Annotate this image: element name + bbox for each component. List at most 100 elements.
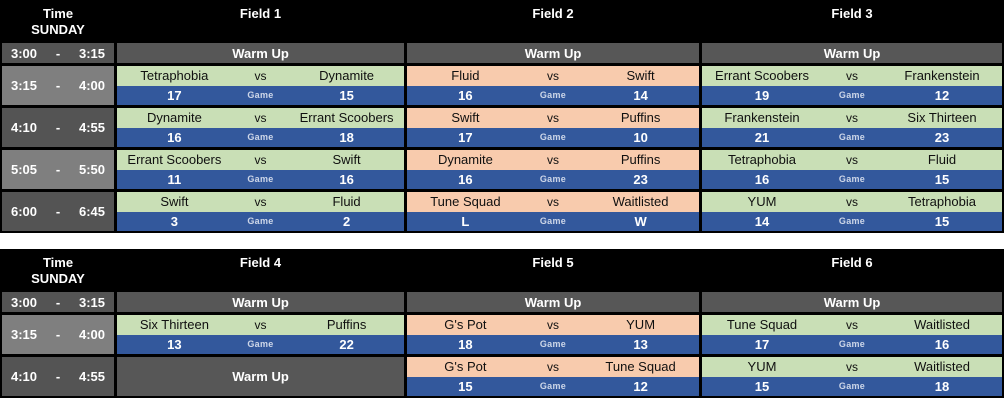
team2-name: Swift <box>332 152 361 168</box>
score-band: 16 Game 15 <box>702 169 1002 189</box>
match-cell: Frankenstein vs Six Thirteen 21 Game 23 <box>702 108 1002 147</box>
vs-label: vs <box>546 110 559 125</box>
time-start: 6:00 <box>11 204 38 219</box>
team1-name: Tune Squad <box>726 317 798 333</box>
team2-score: 13 <box>633 336 648 352</box>
team2-score: 15 <box>934 171 950 187</box>
score-band: 16 Game 23 <box>407 169 699 189</box>
matchup-band: Errant Scoobers vs Frankenstein <box>702 66 1002 86</box>
team1-score: 15 <box>754 378 770 394</box>
score-band: 17 Game 16 <box>702 334 1002 354</box>
game-label: Game <box>539 90 567 101</box>
team2-score: 16 <box>339 171 354 187</box>
warmup-label: Warm Up <box>823 45 881 61</box>
vs-label: vs <box>254 317 267 332</box>
matchup-band: G's Pot vs Tune Squad <box>407 357 699 377</box>
field-header-label: Field 5 <box>532 255 574 270</box>
time-end: 3:15 <box>78 294 105 310</box>
timeslot-cell: 4:10 - 4:55 <box>2 357 114 396</box>
time-end: 4:00 <box>78 78 105 93</box>
match-cell: G's Pot vs Tune Squad 15 Game 12 <box>407 357 699 396</box>
team2-score: 14 <box>633 87 648 103</box>
matchup-band: YUM vs Tetraphobia <box>702 192 1002 212</box>
team2-name: Swift <box>626 68 655 84</box>
time-dash: - <box>55 162 61 177</box>
matchup-band: Tetraphobia vs Dynamite <box>117 66 404 86</box>
time-dash: - <box>55 294 61 310</box>
field-header: Field 1 <box>117 2 404 40</box>
day-header-label: SUNDAY <box>31 22 85 37</box>
field-header: Field 6 <box>702 251 1002 289</box>
warmup-label: Warm Up <box>524 45 582 61</box>
team2-name: Waitlisted <box>914 317 970 333</box>
vs-label: vs <box>846 152 858 167</box>
match-cell: Swift vs Puffins 17 Game 10 <box>407 108 699 147</box>
warmup-cell: Warm Up <box>117 43 404 63</box>
matchup-band: Tune Squad vs Waitlisted <box>702 315 1002 335</box>
team2-score: 18 <box>339 129 354 145</box>
team2-name: Waitlisted <box>914 359 970 375</box>
vs-label: vs <box>846 194 858 209</box>
team2-score: 12 <box>633 378 648 394</box>
game-label: Game <box>247 132 274 143</box>
vs-label: vs <box>546 317 559 332</box>
team1-score: L <box>461 213 470 229</box>
timeslot-cell: 3:00 - 3:15 <box>2 43 114 63</box>
match-cell: Errant Scoobers vs Swift 11 Game 16 <box>117 150 404 189</box>
score-band: 16 Game 14 <box>407 85 699 105</box>
game-label: Game <box>539 132 567 143</box>
team2-name: Tune Squad <box>605 359 676 375</box>
timeslot-cell: 3:15 - 4:00 <box>2 66 114 105</box>
team1-score: 11 <box>167 171 182 187</box>
game-label: Game <box>838 174 866 185</box>
team1-score: 21 <box>754 129 770 145</box>
time-end: 3:15 <box>78 45 105 61</box>
team1-name: Tune Squad <box>430 194 501 210</box>
team1-name: G's Pot <box>444 359 487 375</box>
matchup-band: Swift vs Puffins <box>407 108 699 128</box>
warmup-cell: Warm Up <box>702 43 1002 63</box>
matchup-band: Swift vs Fluid <box>117 192 404 212</box>
time-start: 3:15 <box>11 327 38 342</box>
score-band: 13 Game 22 <box>117 334 404 354</box>
time-header-label: Time <box>42 255 74 270</box>
team1-name: YUM <box>747 194 777 210</box>
match-cell: Tune Squad vs Waitlisted 17 Game 16 <box>702 315 1002 354</box>
warmup-label: Warm Up <box>524 294 582 310</box>
vs-label: vs <box>846 68 858 83</box>
time-header-label: Time <box>42 6 74 21</box>
team2-score: 16 <box>934 336 950 352</box>
field-header-label: Field 6 <box>831 255 873 270</box>
field-header: Field 3 <box>702 2 1002 40</box>
time-end: 6:45 <box>78 204 105 219</box>
team2-score: 12 <box>934 87 950 103</box>
score-band: 17 Game 10 <box>407 127 699 147</box>
time-end: 5:50 <box>78 162 105 177</box>
team1-score: 19 <box>754 87 770 103</box>
matchup-band: Dynamite vs Puffins <box>407 150 699 170</box>
game-label: Game <box>838 132 866 143</box>
matchup-band: Errant Scoobers vs Swift <box>117 150 404 170</box>
matchup-band: Frankenstein vs Six Thirteen <box>702 108 1002 128</box>
time-dash: - <box>55 327 61 342</box>
team1-score: 13 <box>167 336 182 352</box>
team2-name: Waitlisted <box>612 194 669 210</box>
team1-name: YUM <box>747 359 777 375</box>
team2-name: Dynamite <box>319 68 375 84</box>
match-cell: Fluid vs Swift 16 Game 14 <box>407 66 699 105</box>
field-header-label: Field 1 <box>239 6 282 21</box>
vs-label: vs <box>546 359 559 374</box>
match-cell: Tetraphobia vs Dynamite 17 Game 15 <box>117 66 404 105</box>
vs-label: vs <box>254 110 267 125</box>
timeslot-cell: 3:15 - 4:00 <box>2 315 114 354</box>
team1-score: 17 <box>754 336 770 352</box>
vs-label: vs <box>546 68 559 83</box>
team1-score: 16 <box>754 171 770 187</box>
time-end: 4:55 <box>78 120 105 135</box>
time-dash: - <box>55 45 61 61</box>
team2-score: 23 <box>633 171 648 187</box>
team2-score: 2 <box>342 213 351 229</box>
matchup-band: Six Thirteen vs Puffins <box>117 315 404 335</box>
game-label: Game <box>838 90 866 101</box>
